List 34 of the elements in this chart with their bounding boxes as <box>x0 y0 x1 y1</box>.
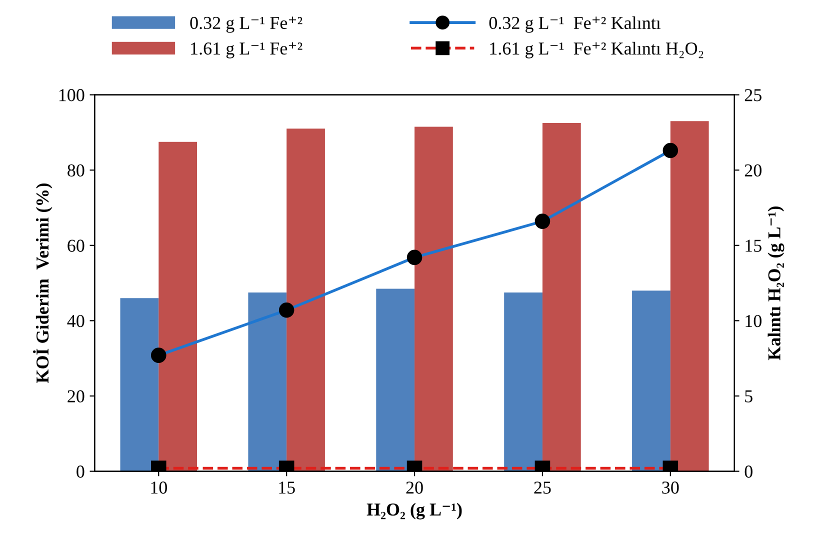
y2-tick-label: 10 <box>746 314 762 328</box>
bar <box>542 123 581 472</box>
y-tick-label: 80 <box>68 164 84 177</box>
bar <box>158 142 198 472</box>
x-tick-label: 20 <box>406 482 423 494</box>
bar <box>286 128 325 472</box>
x-tick-label: 10 <box>151 482 167 494</box>
y-tick-label: 20 <box>68 390 84 402</box>
y2-tick-label: 25 <box>744 89 762 102</box>
y2-tick-label: 5 <box>745 390 752 402</box>
legend-label: 1.61 g L⁻¹ Fe⁺² <box>191 42 302 58</box>
legend-label: 1.61 g L⁻¹ Fe⁺² Kalıntı H₂O₂ <box>490 42 704 58</box>
bar <box>632 290 670 472</box>
legend-label: 0.32 g L⁻¹ Fe⁺² <box>190 16 302 33</box>
legend-label: 0.32 g L⁻¹ Fe⁺² Kalıntı <box>489 16 661 33</box>
y-tick-label: 0 <box>76 466 84 478</box>
y-tick-label: 40 <box>67 314 84 328</box>
y2-tick-label: 20 <box>744 164 762 177</box>
x-tick-label: 30 <box>662 482 679 494</box>
y-tick-label: 60 <box>68 240 84 252</box>
y2-tick-label: 15 <box>746 240 762 252</box>
x-tick-label: 15 <box>279 482 295 494</box>
bar <box>670 121 709 472</box>
bar <box>120 298 159 472</box>
y-tick-label: 100 <box>59 89 84 102</box>
y2-axis-title: Kalıntı H₂O₂ (g L⁻¹) <box>768 206 784 360</box>
bar <box>376 288 415 472</box>
y-axis-title: KOİ Giderim Verimi (%) <box>33 184 52 384</box>
x-tick-label: 25 <box>534 482 551 494</box>
y2-tick-label: 0 <box>744 466 752 478</box>
x-axis-title: H₂O₂ (g L⁻¹) <box>366 502 462 520</box>
bar <box>504 292 542 472</box>
bar <box>248 292 287 472</box>
bar <box>414 126 453 472</box>
